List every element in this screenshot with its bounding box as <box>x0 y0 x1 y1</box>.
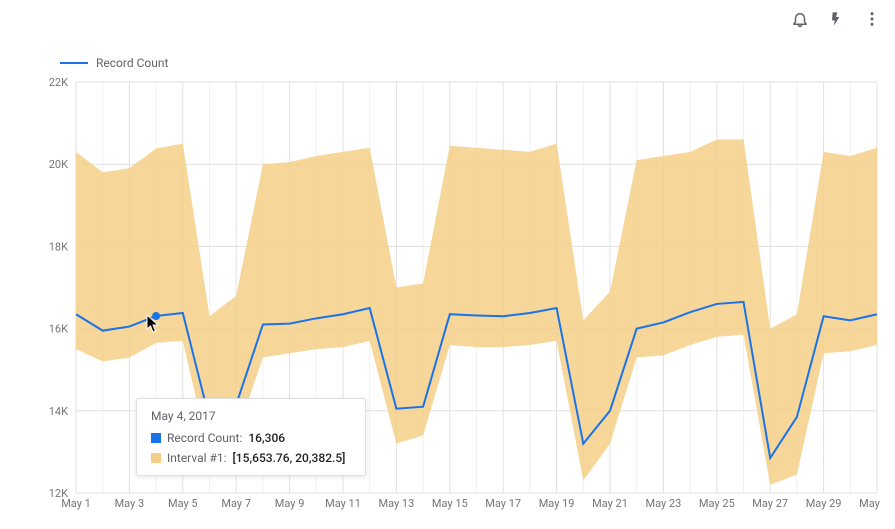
bell-outline-icon[interactable] <box>791 10 809 28</box>
tooltip-label: Record Count: <box>167 431 242 445</box>
tooltip-value: [15,653.76, 20,382.5] <box>233 451 346 465</box>
svg-text:May 23: May 23 <box>645 497 681 510</box>
bolt-icon[interactable] <box>827 10 845 28</box>
svg-text:May 5: May 5 <box>168 497 198 510</box>
svg-text:20K: 20K <box>49 158 68 171</box>
svg-text:May 1: May 1 <box>61 497 91 510</box>
legend-label: Record Count <box>96 56 168 70</box>
tooltip-row: Interval #1: [15,653.76, 20,382.5] <box>151 451 351 465</box>
svg-text:May 19: May 19 <box>539 497 575 510</box>
svg-text:14K: 14K <box>49 405 68 418</box>
svg-text:May 15: May 15 <box>432 497 468 510</box>
svg-text:May 17: May 17 <box>485 497 521 510</box>
svg-text:May 13: May 13 <box>378 497 414 510</box>
chart-legend: Record Count <box>60 56 168 70</box>
svg-text:May 9: May 9 <box>275 497 305 510</box>
tooltip-value: 16,306 <box>248 431 285 445</box>
svg-text:May 25: May 25 <box>699 497 735 510</box>
svg-text:May 29: May 29 <box>806 497 842 510</box>
tooltip-title: May 4, 2017 <box>151 409 351 423</box>
tooltip-swatch <box>151 433 161 443</box>
legend-swatch <box>60 62 88 64</box>
svg-text:May 3: May 3 <box>115 497 145 510</box>
tooltip-row: Record Count: 16,306 <box>151 431 351 445</box>
svg-text:16K: 16K <box>49 323 68 336</box>
tooltip-label: Interval #1: <box>167 451 227 465</box>
svg-text:May 11: May 11 <box>325 497 361 510</box>
more-vert-icon[interactable] <box>863 10 881 28</box>
svg-text:May 27: May 27 <box>752 497 788 510</box>
svg-text:18K: 18K <box>49 240 68 253</box>
tooltip-swatch <box>151 453 161 463</box>
svg-text:May 21: May 21 <box>592 497 628 510</box>
chart-tooltip: May 4, 2017 Record Count: 16,306 Interva… <box>136 398 366 476</box>
svg-text:May 7: May 7 <box>221 497 251 510</box>
chart-toolbar <box>791 10 881 28</box>
svg-text:May 31: May 31 <box>859 497 881 510</box>
svg-text:22K: 22K <box>49 78 68 89</box>
